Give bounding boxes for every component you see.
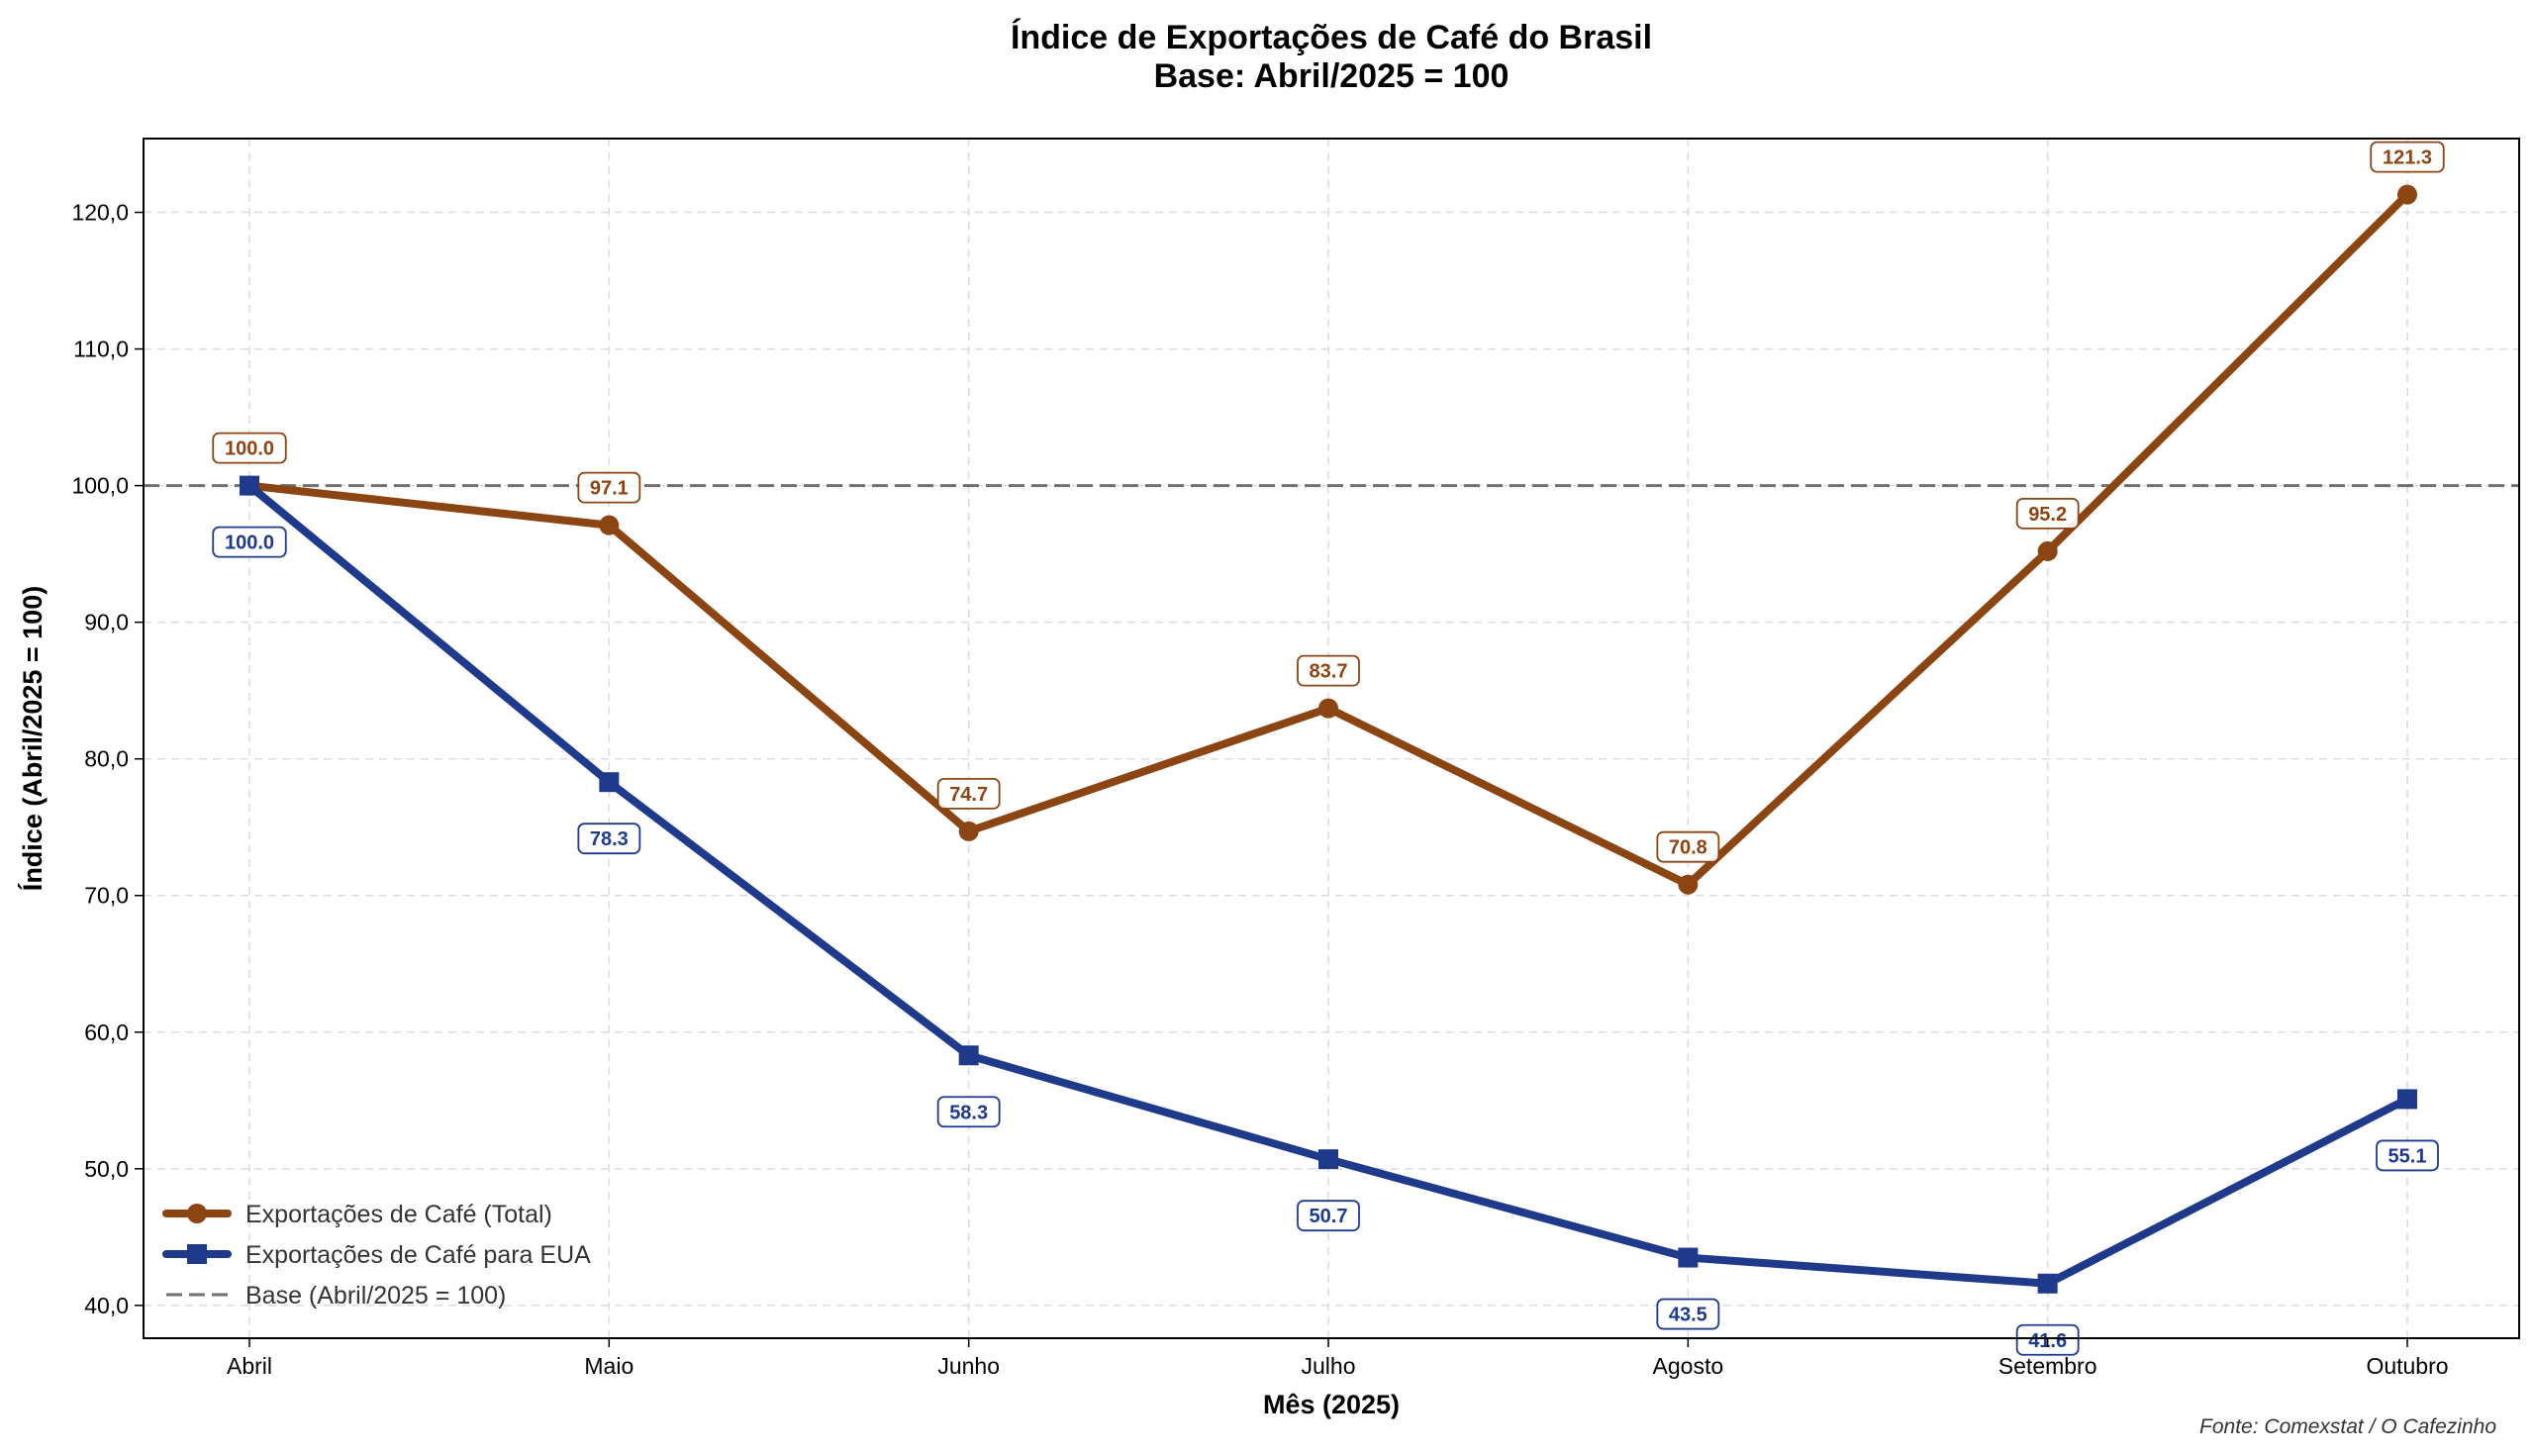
y-tick-label: 100,0 [71, 473, 129, 499]
data-label-box [1656, 1298, 1720, 1330]
legend-label: Exportações de Café para EUA [245, 1241, 591, 1269]
data-label-box [1297, 654, 1360, 687]
data-label-box [2015, 497, 2080, 530]
chart-subtitle: Base: Abril/2025 = 100 [1154, 57, 1510, 95]
data-label: 78.3 [590, 828, 629, 850]
data-labels-group: 100.0 97.1 74.7 83.7 70.8 95.2 121.3 100.0 78.3 5… [212, 141, 2445, 1356]
data-point-marker [958, 1045, 979, 1066]
data-label: 121.3 [2383, 147, 2432, 169]
series-group [240, 184, 2417, 1294]
data-label: 95.2 [2028, 504, 2067, 526]
y-tick-label: 40,0 [84, 1293, 129, 1318]
x-axis-ticks: Abril Maio Junho Julho Agosto Setembro Outubro [227, 1338, 2449, 1379]
data-label: 58.3 [949, 1102, 988, 1123]
data-label-box [1656, 830, 1720, 863]
data-label: 100.0 [225, 533, 274, 554]
legend-marker [187, 1204, 207, 1223]
y-axis-ticks: 40,0 50,0 60,0 70,0 80,0 90,0 100,0 110,0 120,0 [71, 200, 144, 1318]
data-label-box [936, 1096, 1001, 1128]
legend-marker [187, 1244, 207, 1264]
y-tick-label: 80,0 [84, 746, 129, 772]
y-tick-label: 110,0 [73, 337, 129, 362]
data-label: 100.0 [225, 438, 274, 460]
y-tick-label: 50,0 [84, 1156, 129, 1182]
data-label: 70.8 [1669, 837, 1707, 859]
data-label-box [2370, 141, 2445, 173]
data-point-marker [599, 515, 620, 535]
data-point-marker [1318, 698, 1338, 719]
y-tick-label: 60,0 [84, 1019, 129, 1045]
data-label-box [2376, 1139, 2439, 1172]
y-axis-label: Índice (Abril/2025 = 100) [17, 586, 48, 891]
plot-area [143, 138, 2520, 1339]
x-tick-label: Setembro [1998, 1353, 2097, 1379]
data-point-marker [599, 772, 620, 793]
data-point-marker [2397, 184, 2417, 205]
data-label: 55.1 [2388, 1145, 2427, 1167]
data-point-marker [958, 821, 979, 841]
data-label: 83.7 [1310, 661, 1348, 683]
data-point-marker [1678, 1247, 1699, 1268]
data-point-marker [1678, 874, 1699, 895]
data-label: 97.1 [590, 478, 629, 500]
data-point-marker [2037, 1273, 2058, 1294]
legend: Exportações de Café (Total) Exportações d… [162, 1201, 591, 1310]
x-axis-label: Mês (2025) [1263, 1390, 1400, 1419]
chart-title: Índice de Exportações de Café do Brasil [1011, 19, 1652, 56]
data-label-box [1297, 1200, 1360, 1232]
y-tick-label: 120,0 [71, 200, 129, 226]
y-tick-label: 70,0 [84, 883, 129, 909]
x-tick-label: Junho [937, 1353, 1000, 1379]
x-tick-label: Julho [1302, 1353, 1356, 1379]
x-tick-label: Maio [584, 1353, 634, 1379]
data-label-box [212, 526, 287, 558]
data-label-box [936, 777, 1001, 810]
x-tick-label: Outubro [2366, 1353, 2448, 1379]
legend-label: Base (Abril/2025 = 100) [245, 1282, 506, 1310]
data-label-box [577, 823, 641, 855]
source-note: Fonte: Comexstat / O Cafezinho [2199, 1415, 2496, 1438]
data-label: 50.7 [1310, 1206, 1348, 1227]
data-point-marker [1318, 1149, 1338, 1170]
data-label-box [577, 471, 641, 504]
x-tick-label: Abril [227, 1353, 272, 1379]
x-tick-label: Agosto [1653, 1353, 1724, 1379]
data-label: 74.7 [949, 784, 988, 806]
y-tick-label: 90,0 [84, 610, 129, 635]
data-point-marker [2397, 1089, 2417, 1110]
data-label-box [212, 432, 287, 464]
legend-label: Exportações de Café (Total) [245, 1201, 552, 1228]
data-point-marker [240, 475, 259, 496]
data-label: 43.5 [1669, 1305, 1707, 1326]
data-point-marker [2037, 540, 2058, 561]
